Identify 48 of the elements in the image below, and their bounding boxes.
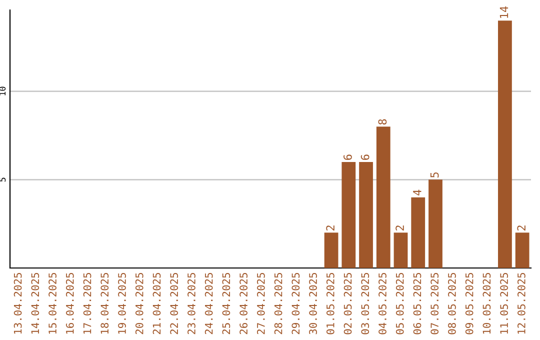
bar: [342, 162, 356, 268]
x-tick-label: 04.05.2025: [378, 273, 386, 334]
data-label: 5: [430, 172, 439, 178]
x-tick-label: 23.04.2025: [188, 273, 196, 334]
data-label: 2: [396, 226, 404, 230]
x-tick-label: 22.04.2025: [170, 273, 178, 334]
x-tick-label: 15.04.2025: [48, 273, 56, 334]
bar: [394, 232, 408, 268]
x-tick-label: 21.04.2025: [152, 273, 161, 334]
x-tick-label: 17.04.2025: [83, 273, 92, 334]
x-tick-label: 09.05.2025: [465, 273, 474, 334]
x-tick-label: 12.05.2025: [517, 273, 526, 334]
x-tick-label: 10.05.2025: [482, 273, 491, 334]
x-tick-label: 07.05.2025: [430, 273, 439, 334]
data-label: 6: [360, 154, 370, 160]
x-tick-label: 02.05.2025: [344, 273, 352, 334]
bar: [376, 126, 390, 268]
x-tick-label: 13.04.2025: [14, 273, 22, 334]
bar: [498, 20, 512, 268]
x-tick-label: 26.04.2025: [240, 273, 248, 334]
x-tick-label: 27.04.2025: [256, 273, 265, 334]
x-tick-label: 18.04.2025: [100, 273, 109, 334]
x-tick-label: 14.04.2025: [31, 273, 40, 334]
x-tick-label: 19.04.2025: [118, 273, 126, 334]
bar: [428, 180, 442, 268]
data-label: 2: [517, 226, 526, 230]
bar: [411, 197, 426, 268]
x-tick-label: 01.05.2025: [326, 273, 334, 334]
x-tick-label: 03.05.2025: [361, 273, 370, 334]
x-tick-label: 06.05.2025: [413, 273, 422, 334]
data-label: 6: [344, 154, 352, 160]
x-tick-label: 30.04.2025: [309, 273, 317, 334]
x-tick-label: 24.04.2025: [204, 273, 213, 334]
bar: [359, 162, 373, 268]
x-tick-label: 29.04.2025: [292, 273, 300, 334]
bar: [324, 232, 338, 268]
data-label: 2: [326, 226, 334, 230]
x-tick-label: 05.05.2025: [396, 273, 404, 334]
x-tick-label: 08.05.2025: [448, 273, 456, 334]
x-tick-label: 28.04.2025: [274, 273, 282, 334]
data-label: 14: [500, 6, 508, 18]
x-tick-label: 11.05.2025: [500, 273, 508, 334]
x-tick-label: 20.04.2025: [135, 273, 144, 334]
data-label: 4: [413, 190, 422, 196]
data-label: 8: [378, 119, 387, 125]
x-tick-label: 25.04.2025: [222, 273, 230, 334]
x-tick-label: 16.04.2025: [66, 273, 74, 334]
bar: [515, 232, 530, 268]
